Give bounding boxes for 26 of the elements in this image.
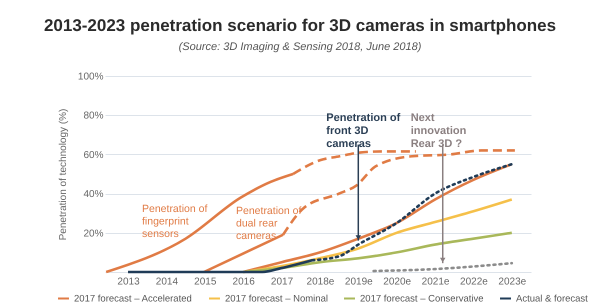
chart-subtitle: (Source: 3D Imaging & Sensing 2018, June 2018)	[178, 41, 422, 53]
x-tick-label: 2016	[232, 276, 256, 288]
y-axis-title: Penetration of technology (%)	[58, 108, 69, 240]
x-tick-label: 2021e	[422, 276, 450, 288]
legend-label: 2017 forecast – Conservative	[360, 294, 484, 304]
y-tick-label: 40%	[83, 189, 104, 200]
x-tick-label: 2019e	[344, 276, 374, 288]
annotation: Penetration of fingerprint sensors	[142, 203, 208, 240]
x-tick-label: 2023e	[498, 276, 527, 288]
legend-label: 2017 forecast – Nominal	[225, 294, 328, 304]
annotation: Penetration of front 3D cameras	[326, 112, 401, 150]
x-tick-label: 2014	[156, 276, 178, 288]
x-tick-label: 2022e	[460, 276, 488, 288]
x-tick-label: 2013	[117, 276, 140, 288]
legend-label: 2017 forecast – Accelerated	[74, 294, 192, 304]
y-tick-label: 80%	[83, 110, 104, 122]
x-tick-label: 2015	[194, 276, 217, 288]
chart-title: 2013-2023 penetration scenario for 3D cameras in smartphones	[44, 16, 556, 35]
annotation: Next innovation Rear 3D ?	[410, 112, 467, 150]
x-tick-label: 2018e	[306, 276, 335, 288]
x-tick-label: 2017	[270, 276, 294, 288]
x-tick-label: 2020e	[383, 276, 412, 288]
y-tick-label: 60%	[83, 150, 104, 161]
legend-label: Actual & forecast	[516, 294, 588, 304]
y-tick-label: 100%	[78, 72, 104, 82]
y-tick-label: 20%	[83, 228, 104, 240]
